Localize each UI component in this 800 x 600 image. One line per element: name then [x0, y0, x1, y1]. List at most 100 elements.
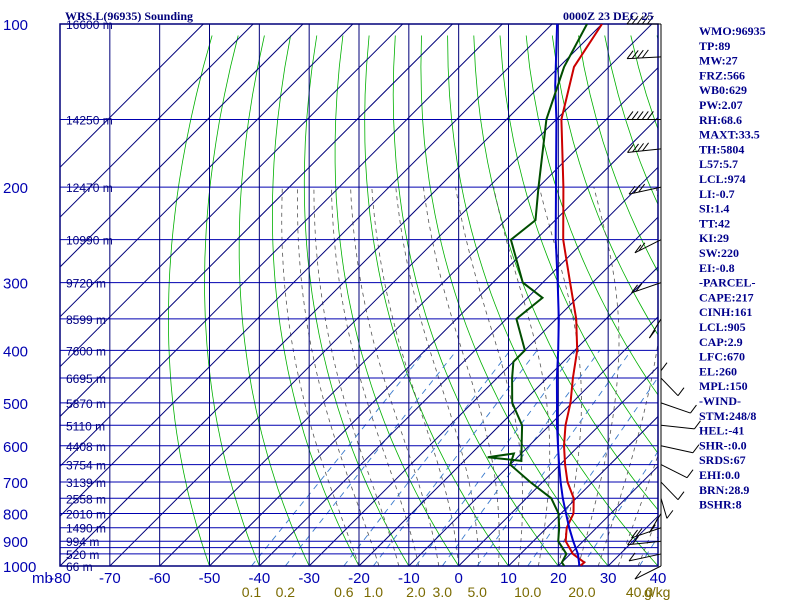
wind-barb — [626, 49, 662, 60]
index-item: CAPE:217 — [699, 290, 754, 304]
mixing-ratio-label: 10.0 — [514, 584, 541, 600]
isotherm — [60, 24, 204, 169]
index-item: LCL:974 — [699, 172, 746, 186]
sounding-series-0 — [560, 24, 603, 566]
isotherm — [60, 24, 503, 468]
pressure-tick-label: 1000 — [3, 559, 36, 576]
height-label: 4408 m — [66, 440, 106, 454]
temperature-tick-label: 0 — [454, 570, 462, 587]
index-item: SHR-:0.0 — [699, 438, 747, 452]
temperature-tick-label: -80 — [49, 570, 71, 587]
pressure-tick-label: 400 — [3, 343, 28, 360]
station-title: WRS.L(96935) Sounding — [65, 9, 193, 23]
pressure-tick-label: 600 — [3, 439, 28, 456]
wind-barb — [627, 535, 662, 546]
isotherm — [109, 24, 653, 566]
isotherm — [408, 316, 658, 566]
index-item: CINH:161 — [699, 305, 752, 319]
wind-barb — [660, 377, 685, 397]
mixing-ratio-line — [372, 350, 538, 566]
isotherm — [557, 465, 658, 566]
isotherm — [358, 266, 658, 566]
height-label: 9720 m — [66, 277, 106, 291]
height-label: 994 m — [66, 535, 99, 549]
isotherm — [60, 24, 603, 566]
sounding-series-1 — [554, 24, 581, 566]
grid-layer — [59, 23, 659, 567]
temperature-tick-label: -70 — [99, 570, 121, 587]
isotherm — [60, 24, 304, 268]
temperature-tick-label: 10 — [500, 570, 517, 587]
index-item: CAP:2.9 — [699, 335, 743, 349]
dry-adiabat — [525, 35, 658, 396]
wind-barb — [660, 444, 700, 454]
index-item: WB0:629 — [699, 83, 747, 97]
moist-adiabat — [297, 187, 380, 566]
index-item: EL:260 — [699, 364, 737, 378]
wind-profile — [626, 15, 701, 580]
mixing-ratio-line — [284, 350, 458, 566]
height-label: 6695 m — [66, 372, 106, 386]
mixing-ratio-label: 20.0 — [568, 584, 595, 600]
height-label: 3754 m — [66, 459, 106, 473]
height-label: 8599 m — [66, 313, 106, 327]
height-label: 5870 m — [66, 397, 106, 411]
moist-adiabat — [313, 187, 400, 566]
index-item: STM:248/8 — [699, 409, 756, 423]
index-item: L57:5.7 — [699, 157, 738, 171]
wind-barb — [634, 565, 662, 580]
isotherm — [60, 24, 254, 218]
height-label: 12470 m — [66, 181, 113, 195]
index-item: SW:220 — [699, 246, 739, 260]
mixing-ratio-label: 2.0 — [406, 584, 426, 600]
index-item: LI:-0.7 — [699, 187, 735, 201]
wind-barb — [660, 498, 674, 519]
index-item: WMO:96935 — [699, 24, 766, 38]
pressure-tick-label: 700 — [3, 475, 28, 492]
wind-barb — [627, 142, 662, 153]
height-label: 10990 m — [66, 234, 113, 248]
temperature-tick-label: -40 — [248, 570, 270, 587]
pressure-tick-label: 200 — [3, 180, 28, 197]
isotherm — [508, 415, 658, 566]
temperature-tick-label: -20 — [348, 570, 370, 587]
pressure-tick-label: 500 — [3, 396, 28, 413]
mixing-ratio-label: 0.1 — [242, 584, 262, 600]
mixing-ratio-line — [343, 350, 511, 566]
height-label: 2558 m — [66, 492, 106, 506]
mixing-ratio-line — [251, 350, 427, 566]
index-item: TH:5804 — [699, 142, 744, 156]
pressure-tick-label: 100 — [3, 17, 28, 34]
mixing-ratio-label: 0.2 — [276, 584, 296, 600]
height-label: 66 m — [66, 560, 93, 574]
index-item: EHI:0.0 — [699, 468, 740, 482]
index-item: TP:89 — [699, 39, 730, 53]
mixing-ratio-label: 40.0 — [626, 584, 653, 600]
index-item: SRDS:67 — [699, 453, 746, 467]
pressure-tick-label: 800 — [3, 506, 28, 523]
wind-barb — [626, 111, 661, 120]
wind-barb — [660, 464, 694, 479]
mixing-ratio-line — [476, 350, 632, 566]
wind-barb — [628, 552, 662, 562]
height-label: 14250 m — [66, 113, 113, 127]
mixing-ratio-unit: g/kg — [644, 584, 670, 600]
moist-adiabat — [597, 187, 658, 566]
isotherm — [209, 116, 658, 566]
height-label: 7600 m — [66, 344, 106, 358]
dry-adiabat — [578, 35, 658, 273]
wind-barb — [660, 350, 668, 372]
isotherm — [258, 166, 658, 566]
isotherm — [458, 365, 658, 566]
moist-adiabat — [617, 454, 658, 566]
dry-adiabat — [499, 35, 658, 454]
index-item: -WIND- — [699, 394, 741, 408]
wind-barb — [660, 402, 697, 414]
temperature-tick-label: -10 — [398, 570, 420, 587]
isotherm — [60, 24, 354, 318]
temperature-tick-label: 30 — [600, 570, 617, 587]
wind-barb — [631, 527, 662, 539]
pressure-tick-label: 300 — [3, 276, 28, 293]
height-label: 520 m — [66, 548, 99, 562]
